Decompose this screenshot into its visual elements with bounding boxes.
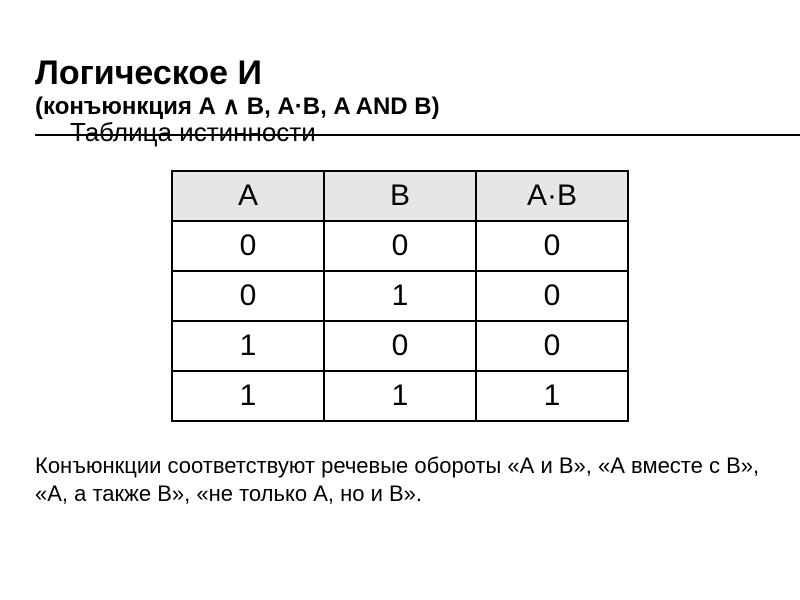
cell: 0: [324, 321, 476, 371]
truth-table: A B A·B 0 0 0 0 1 0 1 0 0 1 1: [171, 170, 629, 422]
table-row: 1 1 1: [172, 371, 628, 421]
col-header-ab: A·B: [476, 171, 628, 221]
slide-title-sub: (конъюнкция А ∧ В, А·В, A AND B): [35, 92, 765, 125]
slide-title-main: Логическое И: [35, 55, 765, 92]
cell: 1: [324, 271, 476, 321]
table-header-row: A B A·B: [172, 171, 628, 221]
cell: 1: [172, 371, 324, 421]
table-row: 0 1 0: [172, 271, 628, 321]
cell: 0: [172, 221, 324, 271]
truth-table-container: A B A·B 0 0 0 0 1 0 1 0 0 1 1: [35, 170, 765, 422]
cell: 0: [324, 221, 476, 271]
cell: 0: [476, 271, 628, 321]
cell: 0: [476, 321, 628, 371]
col-header-b: B: [324, 171, 476, 221]
table-row: 1 0 0: [172, 321, 628, 371]
footnote-text: Конъюнкции соответствуют речевые обороты…: [35, 452, 765, 507]
table-row: 0 0 0: [172, 221, 628, 271]
cell: 0: [476, 221, 628, 271]
cell: 1: [172, 321, 324, 371]
cell: 1: [476, 371, 628, 421]
cell: 0: [172, 271, 324, 321]
col-header-a: A: [172, 171, 324, 221]
title-underline: [35, 134, 800, 136]
cell: 1: [324, 371, 476, 421]
